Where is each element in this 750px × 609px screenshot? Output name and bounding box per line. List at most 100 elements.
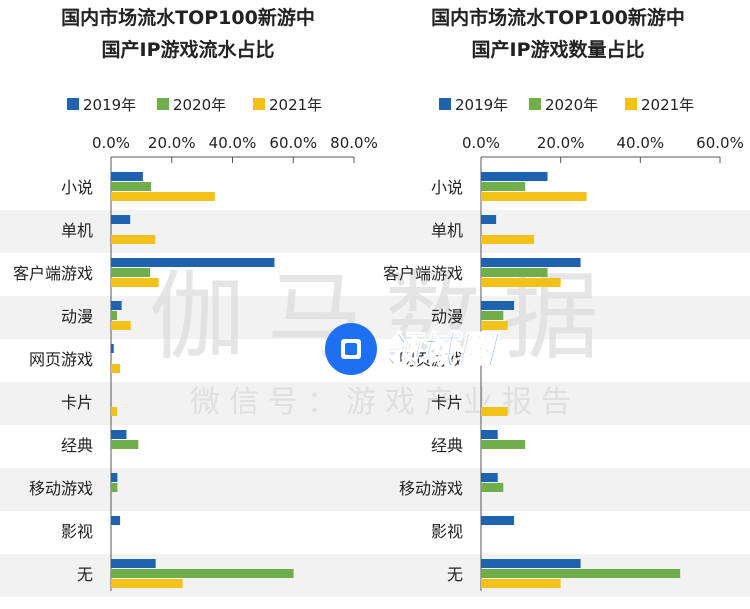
bar [481, 430, 498, 439]
bar [111, 192, 215, 201]
category-label: 无 [447, 565, 463, 584]
bar [111, 182, 152, 191]
legend-swatch [253, 98, 265, 110]
bar [481, 268, 548, 277]
category-label: 无 [77, 565, 93, 584]
right-x-ticks: 0.0% 20.0% 40.0% 60.0% [462, 134, 744, 152]
bar [111, 172, 143, 181]
row-band [0, 468, 750, 511]
category-label: 单机 [431, 221, 463, 240]
category-label: 卡片 [431, 393, 463, 412]
tick-label: 0.0% [92, 134, 130, 152]
bar [111, 364, 121, 373]
category-label: 单机 [61, 221, 93, 240]
category-label: 动漫 [431, 307, 463, 326]
legend-swatch [157, 98, 169, 110]
bar [111, 579, 183, 588]
bar [111, 268, 151, 277]
category-label: 网页游戏 [29, 350, 93, 369]
bar [481, 311, 504, 320]
bar [481, 182, 526, 191]
category-label: 影视 [431, 522, 463, 541]
bar [111, 311, 118, 320]
watermark-sub-text: 微信号：游戏产业报告 [190, 385, 580, 420]
legend-label: 2020年 [545, 96, 598, 114]
left-legend: 2019年 2020年 2021年 [67, 96, 322, 114]
legend-swatch [67, 98, 79, 110]
bar [481, 473, 498, 482]
right-title-line1: 国内市场流水TOP100新游中 [431, 6, 685, 29]
bar [111, 278, 159, 287]
bar [481, 192, 587, 201]
left-title-line2: 国产IP游戏流水占比 [102, 38, 275, 61]
legend-label: 2020年 [173, 96, 226, 114]
bar [111, 569, 294, 578]
legend-swatch [625, 98, 637, 110]
bar [111, 473, 118, 482]
tick-label: 20.0% [148, 134, 196, 152]
category-label: 影视 [61, 522, 93, 541]
bar [111, 344, 114, 353]
bar [481, 559, 581, 568]
bar [481, 569, 681, 578]
bar [481, 215, 497, 224]
legend-label: 2019年 [83, 96, 136, 114]
category-label: 移动游戏 [399, 479, 463, 498]
left-x-ticks: 0.0% 20.0% 40.0% 60.0% 80.0% [92, 134, 378, 152]
bar [481, 440, 526, 449]
category-label: 卡片 [61, 393, 93, 412]
left-bars [111, 172, 294, 588]
category-label: 小说 [61, 178, 93, 197]
bar [481, 321, 508, 330]
tick-label: 20.0% [537, 134, 585, 152]
bar [111, 407, 118, 416]
category-label: 网页游戏 [399, 350, 463, 369]
watermark-badge-inner [345, 343, 357, 355]
legend-swatch [439, 98, 451, 110]
tick-label: 40.0% [617, 134, 665, 152]
bar [481, 407, 508, 416]
bar [111, 321, 131, 330]
bar [481, 579, 561, 588]
row-band [0, 296, 750, 339]
category-label: 客户端游戏 [13, 264, 93, 283]
right-bars [481, 172, 681, 588]
bar [481, 483, 504, 492]
bar [111, 215, 131, 224]
bar [111, 258, 275, 267]
right-legend: 2019年 2020年 2021年 [439, 96, 694, 114]
row-band [0, 382, 750, 425]
bar [111, 516, 121, 525]
category-label: 移动游戏 [29, 479, 93, 498]
bar [111, 235, 156, 244]
category-label: 经典 [431, 436, 463, 455]
bar [111, 559, 156, 568]
bar [111, 430, 127, 439]
right-chart: 国内市场流水TOP100新游中 国产IP游戏数量占比 2019年 2020年 202… [383, 6, 744, 591]
category-label: 小说 [431, 178, 463, 197]
bar [111, 440, 139, 449]
tick-label: 60.0% [269, 134, 317, 152]
bar [481, 278, 561, 287]
tick-label: 40.0% [209, 134, 257, 152]
tick-label: 60.0% [696, 134, 744, 152]
bar [481, 516, 515, 525]
watermark-badge-text: 领域圈 [381, 328, 501, 372]
category-label: 经典 [61, 436, 93, 455]
tick-label: 0.0% [462, 134, 500, 152]
category-label: 动漫 [61, 307, 93, 326]
tick-label: 80.0% [330, 134, 378, 152]
legend-label: 2021年 [269, 96, 322, 114]
watermark-badge-layer: 领域圈 [325, 323, 502, 375]
bar [481, 258, 581, 267]
bar [481, 301, 515, 310]
category-label: 客户端游戏 [383, 264, 463, 283]
legend-label: 2021年 [641, 96, 694, 114]
legend-label: 2019年 [455, 96, 508, 114]
left-title-line1: 国内市场流水TOP100新游中 [61, 6, 315, 29]
bar [481, 235, 534, 244]
legend-swatch [529, 98, 541, 110]
